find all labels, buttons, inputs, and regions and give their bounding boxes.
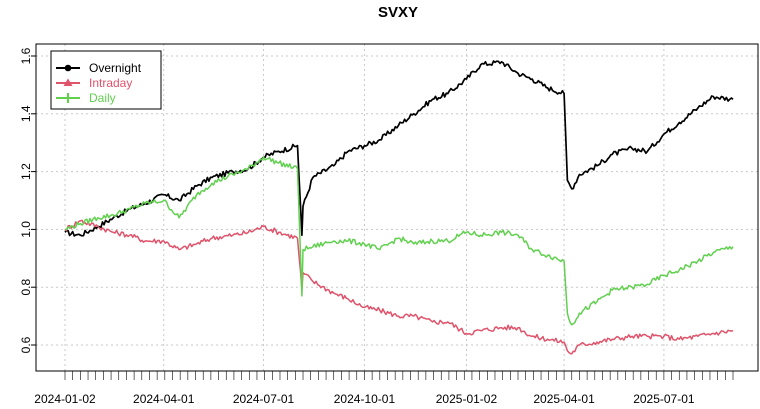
legend-marker-triangle (63, 78, 73, 86)
legend-marker-cross (63, 93, 73, 103)
x-tick-label: 2024-04-01 (133, 392, 195, 406)
chart-title: SVXY (378, 4, 418, 21)
series-line-overnight (64, 60, 734, 237)
series-line-daily (64, 156, 734, 326)
x-tick-label: 2025-04-01 (533, 392, 595, 406)
plot-frame (35, 43, 759, 372)
y-tick-label: 0.8 (19, 279, 33, 296)
y-tick-label: 1.4 (19, 105, 33, 122)
legend-box (50, 50, 162, 110)
legend-marker-circle (64, 64, 72, 72)
y-tick-label: 1.6 (19, 47, 33, 64)
axes: 0.6 0.8 1.0 1.2 1.4 1.6 2024-01-02 2024-04-01 20… (19, 47, 734, 406)
x-tick-label: 2024-07-01 (233, 392, 295, 406)
y-tick-label: 1.2 (19, 163, 33, 180)
series-layer (64, 60, 734, 355)
y-tick-label: 1.0 (19, 221, 33, 238)
x-tick-label: 2025-01-02 (436, 392, 498, 406)
series-line-intraday (64, 219, 734, 355)
x-tick-label: 2024-01-02 (34, 392, 96, 406)
x-tick-label: 2025-07-01 (633, 392, 695, 406)
legend-label-overnight: Overnight (89, 61, 142, 75)
y-tick-label: 0.6 (19, 336, 33, 353)
legend-label-daily: Daily (89, 91, 116, 105)
legend-label-intraday: Intraday (89, 76, 132, 90)
x-tick-label: 2024-10-01 (334, 392, 396, 406)
